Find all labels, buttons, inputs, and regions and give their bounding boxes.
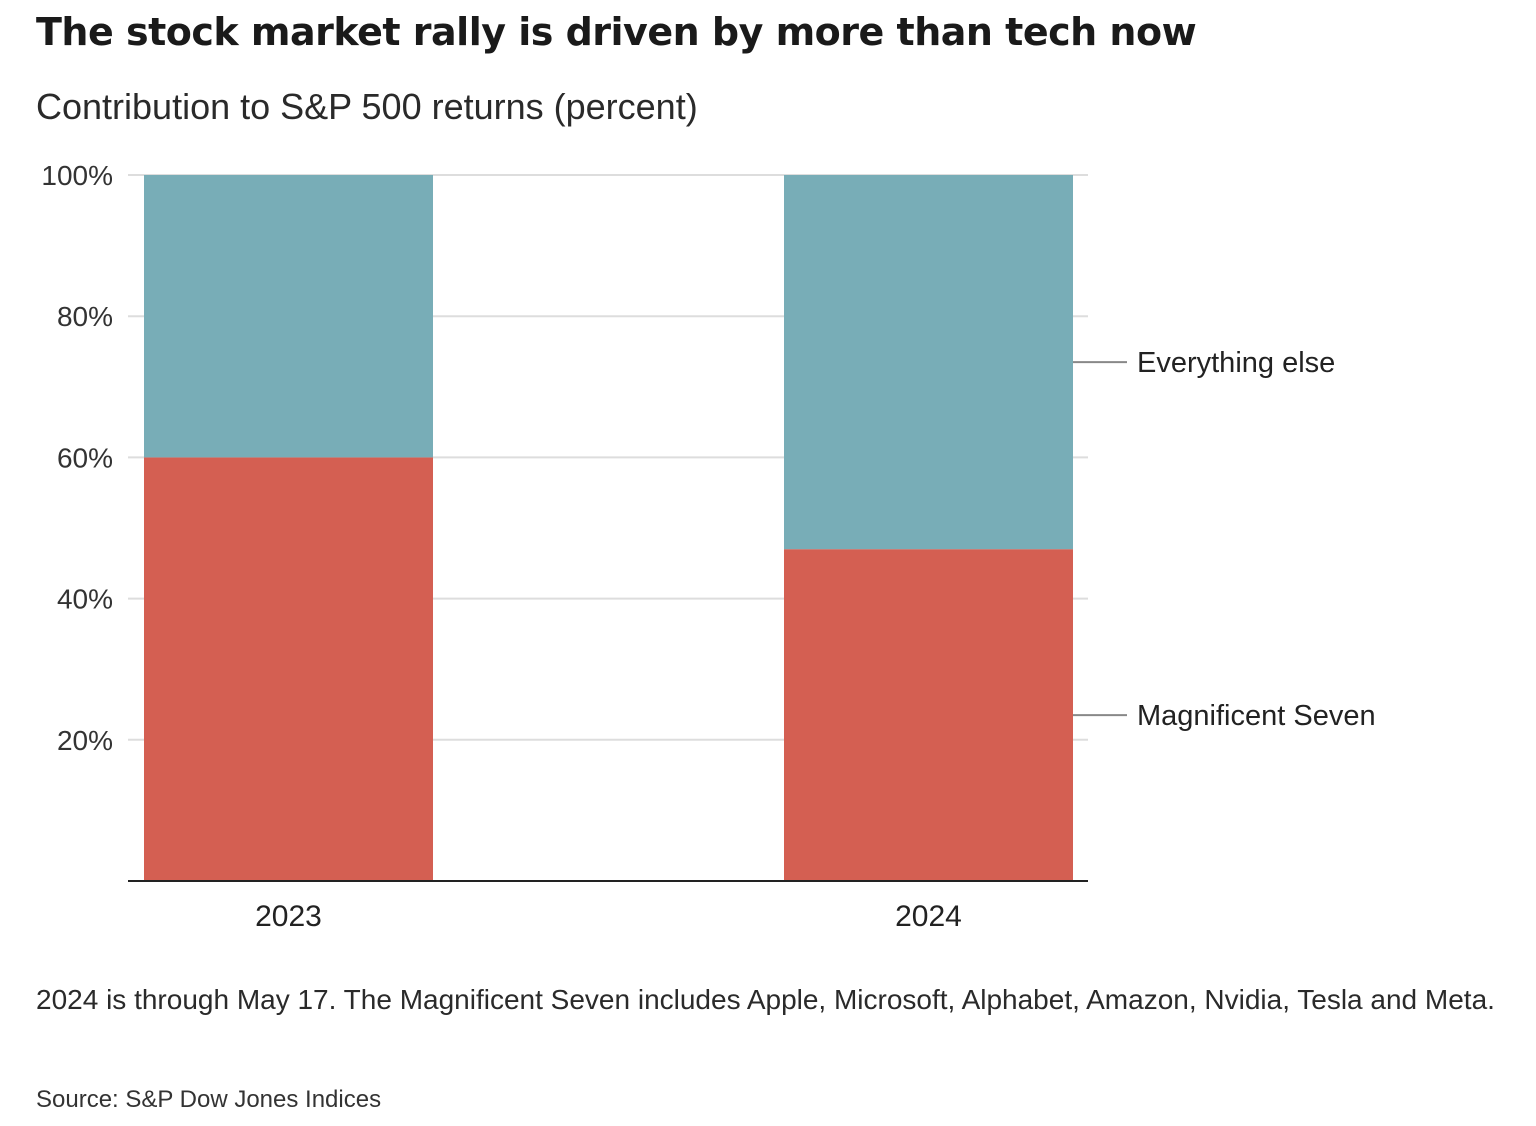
x-tick-label-2024: 2024 (895, 900, 962, 933)
series-label-1: Everything else (1137, 347, 1335, 379)
y-tick-label-100: 100% (41, 160, 113, 191)
x-axis-labels: 2023 2024 (255, 900, 962, 933)
y-tick-label-20: 20% (57, 725, 113, 756)
y-tick-label-80: 80% (57, 301, 113, 332)
series-label-0: Magnificent Seven (1137, 700, 1376, 732)
y-tick-label-40: 40% (57, 584, 113, 615)
bar-2024-series-1 (784, 175, 1073, 550)
x-tick-label-2023: 2023 (255, 900, 322, 933)
chart-source: Source: S&P Dow Jones Indices (36, 1086, 382, 1113)
bar-2024-series-0 (784, 549, 1073, 881)
chart-subtitle: Contribution to S&P 500 returns (percent… (36, 86, 698, 127)
chart-title: The stock market rally is driven by more… (36, 10, 1197, 54)
chart-note: 2024 is through May 17. The Magnificent … (36, 984, 1495, 1015)
bar-2023-series-1 (144, 175, 433, 458)
stacked-bar-chart: 20% 40% 60% 80% 100% 2023 2024 Magnificent Se… (41, 160, 1376, 933)
bar-2023-series-0 (144, 457, 433, 881)
series-labels: Magnificent Seven Everything else (1073, 347, 1376, 732)
y-tick-label-60: 60% (57, 442, 113, 473)
y-axis-ticks: 20% 40% 60% 80% 100% (41, 160, 113, 756)
bars (144, 175, 1073, 881)
